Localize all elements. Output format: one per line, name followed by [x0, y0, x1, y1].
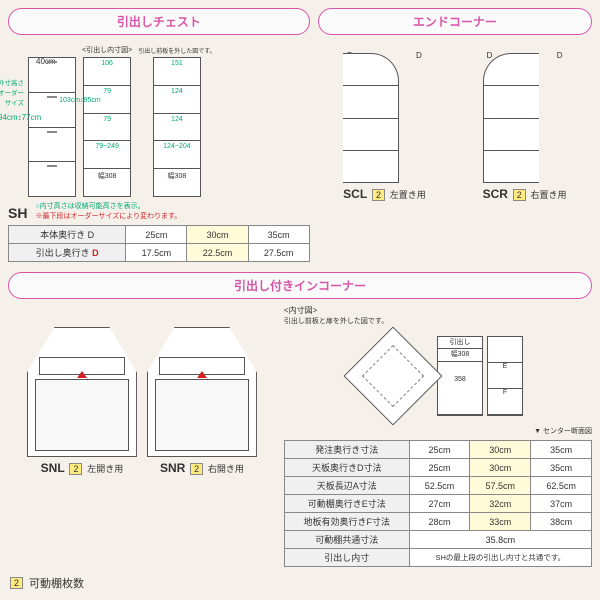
snl-model: SNL	[41, 461, 65, 475]
scl-badge: 2	[372, 189, 385, 201]
sh-note2: ※最下段はオーダーサイズにより変わります。	[35, 211, 309, 221]
footer-text: 可動棚枚数	[29, 575, 84, 591]
snl-sub: 左開き用	[87, 464, 123, 474]
snl-badge: 2	[69, 463, 82, 475]
scr-sub: 右置き用	[531, 190, 567, 200]
scl-model: SCL	[343, 187, 367, 201]
scr-model: SCR	[483, 187, 508, 201]
incorner-inner-title: <内寸図>	[284, 305, 592, 316]
sh-model: SH	[8, 205, 27, 221]
sh-inner-note: 引出し前板を外した図です。	[138, 46, 215, 55]
sh-spec-table: 本体奥行き D 25cm 30cm 35cm 引出し奥行き D 17.5cm 2…	[8, 225, 310, 262]
section-title-chest: 引出しチェスト	[8, 8, 310, 35]
endcorner-diagram: D D SCL 2 左置き用 D D	[318, 41, 592, 201]
section-title-endcorner: エンドコーナー	[318, 8, 592, 35]
scl-sub: 左置き用	[390, 190, 426, 200]
incorner-inner-note: 引出し前板と扉を外した図です。	[284, 316, 592, 326]
section-title-incorner: 引出し付きインコーナー	[8, 272, 592, 299]
sh-note1: ○内寸高さは収納可能高さを表示。	[35, 201, 309, 211]
sh-order-label: 外寸高さオーダーサイズ	[0, 77, 24, 107]
footer-legend: 2 可動棚枚数	[8, 575, 592, 591]
snr-sub: 右開き用	[208, 464, 244, 474]
footer-badge: 2	[10, 577, 23, 589]
incorner-spec-table: 発注奥行き寸法25cm30cm35cm天板奥行きD寸法25cm30cm35cm天…	[284, 440, 592, 567]
snr-badge: 2	[190, 463, 203, 475]
incorner-inner-diagram: 引出し 幅308 358 E F	[284, 326, 592, 426]
sh-inner-title: <引出し内寸図>	[82, 45, 132, 55]
sh-col1-h: 103cm↕95cm	[59, 97, 101, 104]
snr-model: SNR	[160, 461, 185, 475]
sh-diagram: 40cm 外寸高さオーダーサイズ 94cm↕77cm <引出し内寸図> 103c…	[8, 41, 310, 201]
scr-badge: 2	[513, 189, 526, 201]
center-note: ▼ センター断面図	[284, 426, 592, 436]
incorner-diagram: SNL 2 左開き用 SNR 2 右開き用	[8, 305, 276, 475]
